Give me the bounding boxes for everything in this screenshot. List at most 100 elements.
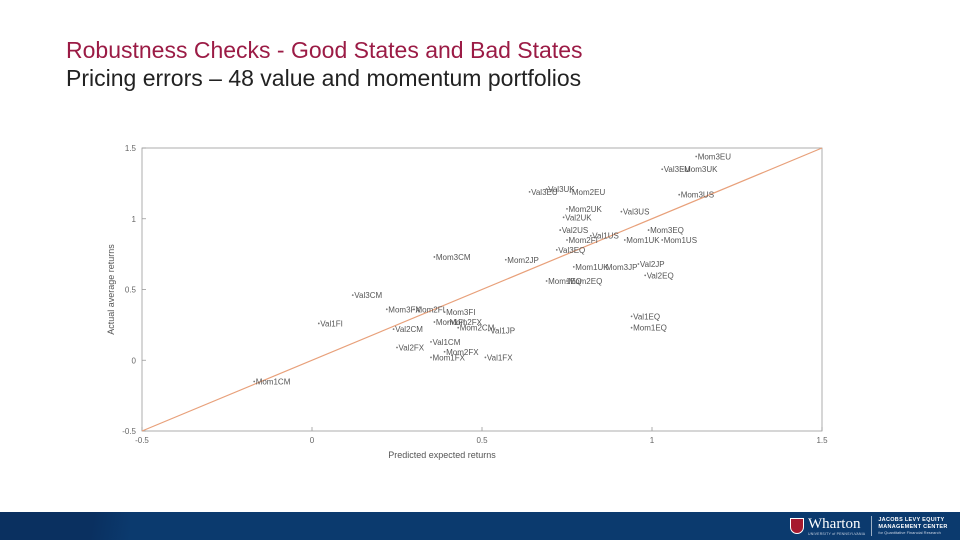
data-point-label: Mom3UK [684,165,718,174]
data-point: Val3EU [661,165,690,174]
data-point-label: Val1EQ [633,312,660,321]
x-tick-label: 0 [310,436,315,445]
diagonal-line [141,147,823,432]
data-point: Val1US [589,232,619,241]
data-point-marker [661,239,664,241]
data-point-label: Val2FX [399,344,425,353]
data-point-label: Mom3US [681,191,714,200]
data-point: Mom3FI [443,308,475,317]
data-point-label: Mom1US [664,236,697,245]
data-point-label: Mom3EQ [650,226,684,235]
data-point-marker [630,326,633,329]
data-point-label: Val3EU [531,188,558,197]
data-point-label: Mom3FI [446,308,475,317]
data-point-marker [443,350,446,353]
data-point-marker [566,280,568,282]
data-point-label: Mom1EQ [633,324,667,333]
data-point-marker [566,207,568,210]
x-tick-label: 0.5 [476,436,488,445]
data-points: Mom3EUVal3EUMom3UKMom3USVal3EUVal3UKMom2… [253,152,731,386]
wharton-logo-sub: UNIVERSITY of PENNSYLVANIA [808,531,866,536]
x-tick-label: 1 [650,436,655,445]
footer-shade [0,512,130,540]
data-point-marker [351,294,354,297]
shield-icon [790,518,804,534]
data-point: Val2CM [392,325,423,334]
data-point-marker [430,356,432,359]
logo-divider [871,516,873,536]
data-point-label: Mom2FI [416,305,445,314]
data-point-label: Mom1UK [575,263,609,272]
data-point-marker [555,248,558,251]
data-point: Mom2EU [569,188,606,197]
data-point: Val2US [559,226,588,235]
data-point-label: Val2CM [395,325,423,334]
data-point-marker [637,263,640,265]
data-point: Mom2JP [504,256,539,265]
data-point-label: Val2US [562,226,589,235]
data-point-label: Val2UK [565,213,592,222]
data-point: Mom1FX [430,353,466,362]
x-axis-label: Predicted expected returns [388,450,496,460]
data-point-marker [528,190,531,193]
data-point-label: Val3EQ [558,246,585,255]
data-point-label: Mom1CM [256,377,291,386]
data-point-label: Mom3EU [698,152,732,161]
y-tick-label: 0 [132,356,137,365]
data-point-marker [392,328,395,331]
data-point-marker [385,308,388,311]
diagonal-45-line [141,147,823,432]
data-point-label: Val1CM [433,338,461,347]
data-point: Mom2EQ [566,277,602,286]
data-point-marker [317,322,320,325]
data-point-label: Mom2FX [450,318,483,327]
data-point-marker [396,346,398,349]
data-point: Val2JP [637,260,665,269]
data-point: Val1FI [317,319,343,328]
data-point-marker [545,280,548,282]
x-tick-label: 1.5 [816,436,828,445]
data-point-label: Val1FX [487,353,513,362]
data-point-label: Mom2FI [569,236,598,245]
data-point-marker [484,356,487,359]
data-point-marker [545,188,548,190]
data-point: Mom3CM [433,253,471,262]
data-point-label: Mom2CM [460,324,495,333]
data-point-marker [487,329,490,332]
data-point-label: Mom2JP [507,256,539,265]
wharton-logo: Wharton UNIVERSITY of PENNSYLVANIA [808,516,866,536]
data-point: Val3CM [351,291,382,300]
data-point: Mom2FI [566,236,598,245]
data-point-marker [253,380,256,383]
data-point: Mom1EQ [630,324,667,333]
data-point: Mom2FX [443,348,479,357]
data-point: Mom2FX [447,318,483,327]
data-point-label: Mom2EU [572,188,606,197]
data-point: Mom1CM [253,377,291,386]
data-point: Val2FX [396,344,425,353]
center-name: JACOBS LEVY EQUITY MANAGEMENT CENTER [878,517,948,530]
data-point-marker [630,315,633,318]
data-point: Val2EQ [644,271,674,280]
data-point: Mom2UK [566,205,603,214]
data-point-label: Val3US [623,208,650,217]
data-point-label: Mom3CM [436,253,471,262]
x-tick-label: -0.5 [135,436,149,445]
data-point-label: Val1US [592,232,619,241]
y-tick-label: 1.5 [125,144,137,153]
data-point: Val3US [620,208,650,217]
data-point: Mom3EU [695,152,731,161]
y-axis-label: Actual average returns [106,244,116,335]
center-sub: for Quantitative Financial Research [878,530,941,535]
data-point: Mom2FI [413,305,445,314]
data-point-label: Mom3FX [388,305,421,314]
data-point-label: Val2EQ [647,271,674,280]
y-tick-label: 1 [132,215,137,224]
data-point: Mom3UK [681,165,718,174]
data-point-marker [572,265,575,268]
data-point-label: Mom1EQ [548,277,582,286]
data-point: Val3EQ [555,246,585,255]
data-point: Mom1EQ [545,277,582,286]
data-point-label: Mom1UK [626,236,660,245]
data-point: Val1JP [487,327,515,336]
